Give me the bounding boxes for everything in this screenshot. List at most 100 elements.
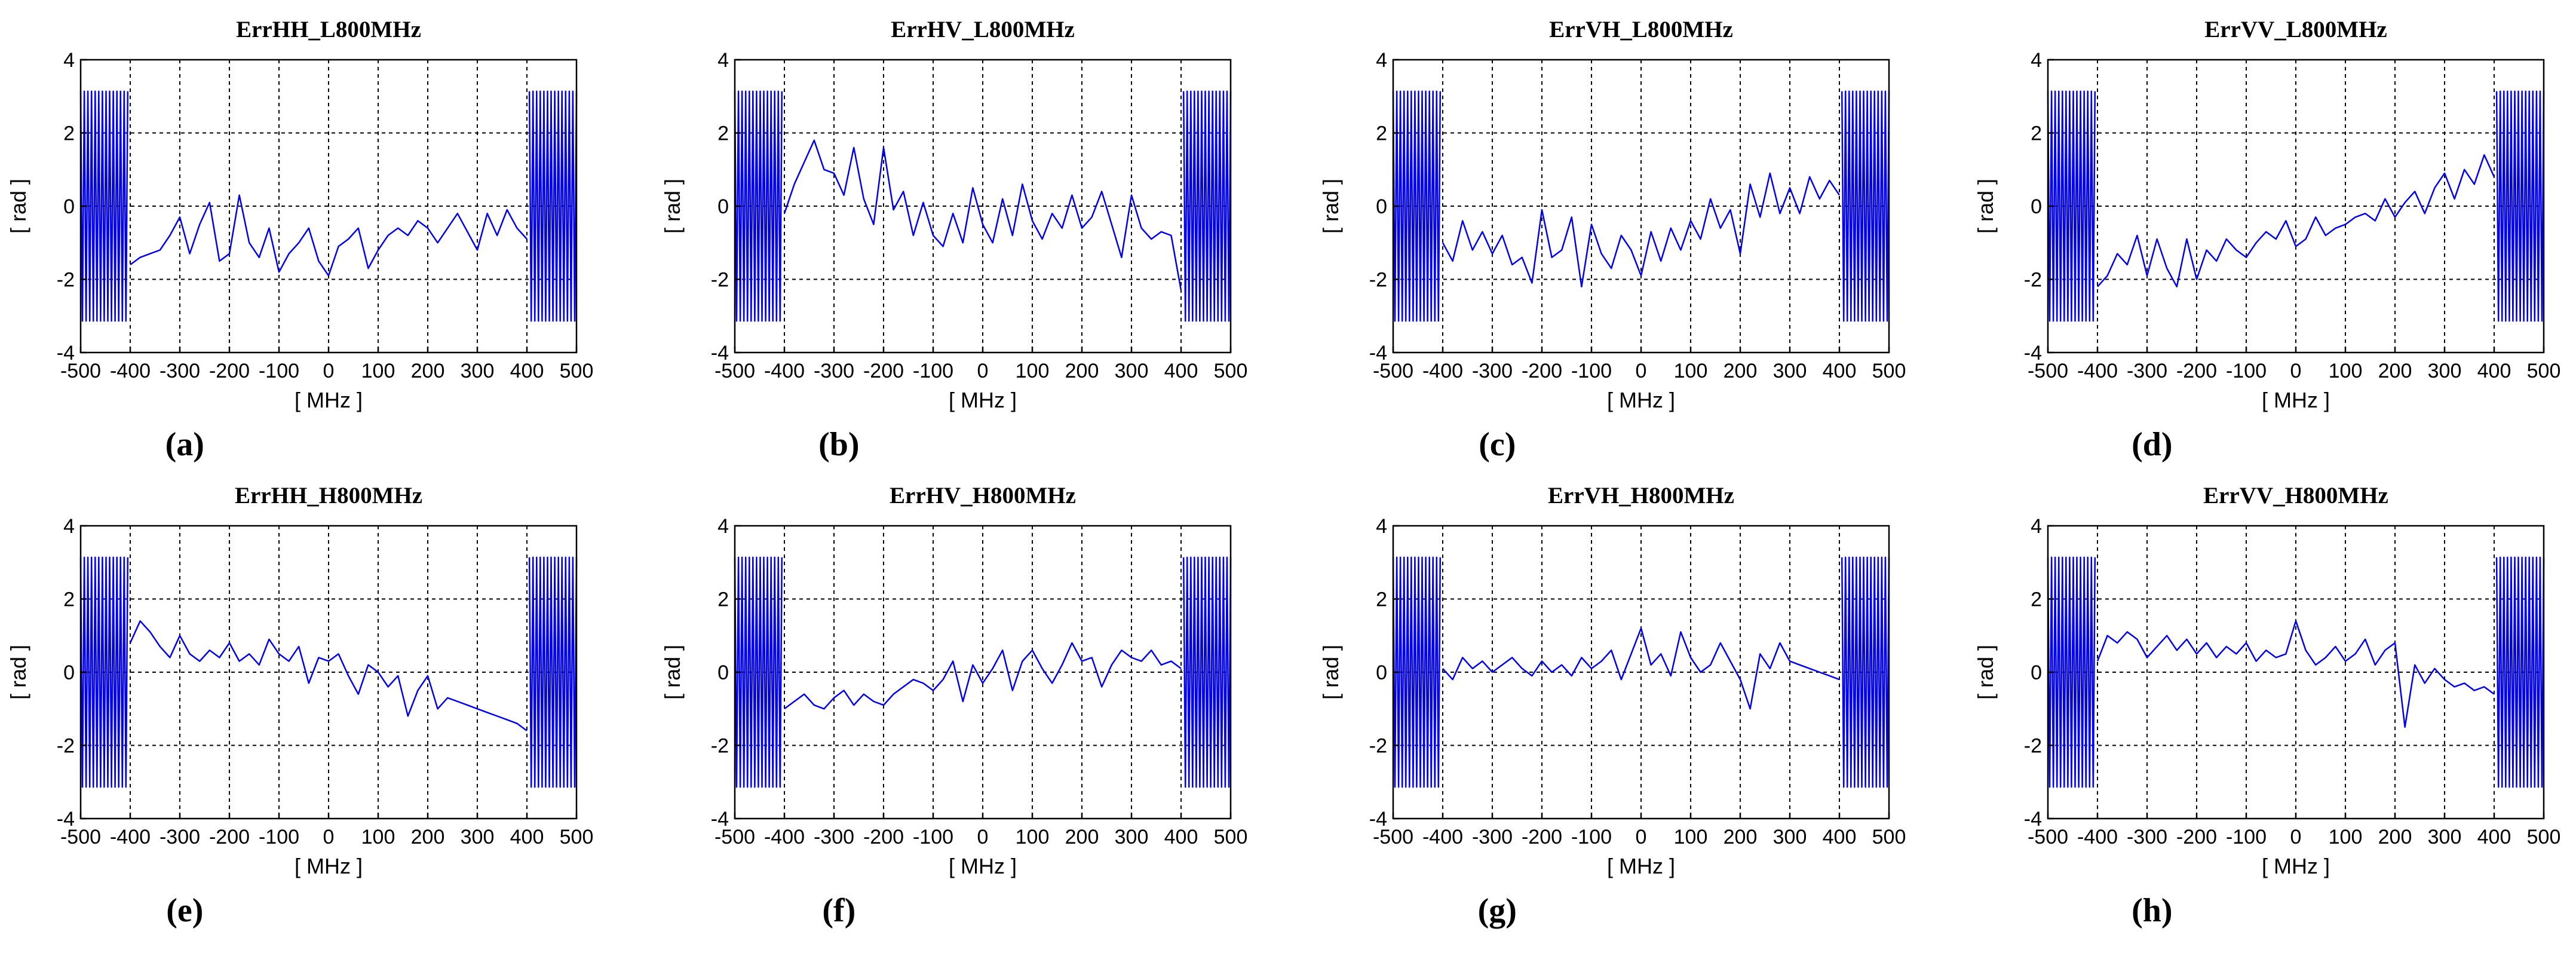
x-tick-label: 400: [510, 826, 544, 848]
x-tick-label: 500: [1214, 826, 1248, 848]
y-tick-label: 2: [2031, 122, 2042, 145]
y-tick-label: 0: [1376, 661, 1387, 684]
x-tick-label: 0: [323, 826, 335, 848]
y-tick-label: 4: [2031, 515, 2042, 538]
y-tick-label: 0: [63, 661, 75, 684]
y-tick-label: -4: [2024, 342, 2042, 364]
chart-title: ErrHV_L800MHz: [891, 17, 1075, 42]
x-axis-label: [ MHz ]: [295, 388, 363, 412]
x-tick-label: -500: [714, 360, 755, 382]
x-tick-label: 500: [560, 826, 594, 848]
x-tick-label: -400: [110, 826, 151, 848]
x-tick-label: 100: [361, 360, 395, 382]
y-tick-label: 2: [1376, 122, 1387, 145]
grid: [735, 60, 1231, 353]
x-tick-label: 200: [1724, 360, 1758, 382]
chart-panel: -500 -400 -300 -200 -100 0 100 200 300 400 500 -4 -2…: [660, 483, 1247, 929]
x-tick-label: -100: [913, 826, 953, 848]
x-tick-label: 0: [2290, 826, 2302, 848]
y-tick-label: 0: [717, 195, 729, 218]
x-tick-label: -200: [2176, 360, 2217, 382]
y-tick-label: 2: [1376, 589, 1387, 611]
chart-title: ErrVH_H800MHz: [1548, 483, 1734, 508]
panel-caption: (b): [818, 426, 859, 463]
y-tick-label: 4: [2031, 49, 2042, 72]
chart-panel: -500 -400 -300 -200 -100 0 100 200 300 400 500 -4 -2…: [1973, 483, 2560, 929]
y-axis-label: [ rad ]: [1318, 645, 1343, 700]
x-tick-label: -400: [1422, 360, 1463, 382]
x-axis-label: [ MHz ]: [1607, 388, 1675, 412]
x-tick-label: 0: [977, 360, 989, 382]
x-tick-label: 400: [510, 360, 544, 382]
y-tick-label: 0: [2031, 195, 2042, 218]
x-tick-label: -300: [1472, 360, 1513, 382]
y-axis-label: [ rad ]: [6, 645, 30, 700]
x-tick-label: -300: [2127, 826, 2167, 848]
x-tick-label: 400: [2477, 360, 2511, 382]
grid: [2048, 60, 2544, 353]
x-tick-label: -200: [209, 360, 250, 382]
y-tick-label: 0: [2031, 661, 2042, 684]
x-tick-label: -200: [863, 826, 904, 848]
x-tick-label: 500: [2527, 360, 2561, 382]
series-line: [734, 556, 1232, 788]
x-tick-label: 200: [2378, 360, 2412, 382]
x-tick-label: 0: [2290, 360, 2302, 382]
x-tick-label: -400: [764, 826, 805, 848]
x-tick-label: -100: [1571, 826, 1612, 848]
chart-title: ErrHH_L800MHz: [236, 17, 421, 42]
series-line: [734, 90, 1232, 322]
panel-caption: (c): [1479, 426, 1516, 463]
y-axis-label: [ rad ]: [660, 179, 685, 234]
x-tick-label: -100: [1571, 360, 1612, 382]
x-tick-label: 100: [1674, 360, 1708, 382]
x-tick-label: 100: [361, 826, 395, 848]
x-tick-label: 0: [323, 360, 335, 382]
x-tick-label: -500: [2028, 360, 2068, 382]
y-tick-label: -4: [57, 342, 75, 364]
chart-panel: -500 -400 -300 -200 -100 0 100 200 300 400 500 -4 -2…: [1973, 17, 2560, 463]
x-tick-label: 300: [461, 826, 495, 848]
x-tick-label: -400: [764, 360, 805, 382]
x-tick-label: 500: [560, 360, 594, 382]
x-tick-label: -200: [1522, 360, 1562, 382]
x-tick-label: 100: [1016, 826, 1050, 848]
y-tick-label: 2: [717, 122, 729, 145]
x-tick-label: -400: [2077, 360, 2118, 382]
y-tick-label: -4: [711, 808, 729, 831]
x-tick-label: 100: [1674, 826, 1708, 848]
y-tick-label: 2: [2031, 589, 2042, 611]
x-tick-label: 0: [1636, 826, 1647, 848]
x-tick-label: 500: [1214, 360, 1248, 382]
y-tick-label: 4: [717, 515, 729, 538]
chart-panel: -500 -400 -300 -200 -100 0 100 200 300 400 500 -4 -2…: [660, 17, 1247, 463]
panel-caption: (d): [2132, 426, 2172, 463]
chart-title: ErrHH_H800MHz: [235, 483, 422, 508]
x-axis-label: [ MHz ]: [1607, 854, 1675, 878]
y-tick-label: -4: [57, 808, 75, 831]
x-tick-label: 400: [1164, 360, 1198, 382]
x-tick-label: -200: [863, 360, 904, 382]
x-tick-label: -200: [2176, 826, 2217, 848]
x-tick-label: 500: [2527, 826, 2561, 848]
x-tick-label: -300: [814, 826, 854, 848]
y-tick-label: 4: [1376, 515, 1387, 538]
chart-title: ErrVV_L800MHz: [2204, 17, 2387, 42]
x-tick-label: 0: [977, 826, 989, 848]
x-tick-label: 200: [1065, 826, 1099, 848]
grid: [81, 526, 576, 819]
x-tick-label: -500: [1373, 826, 1413, 848]
y-axis-label: [ rad ]: [1973, 645, 1998, 700]
grid: [1393, 60, 1889, 353]
y-axis-label: [ rad ]: [6, 179, 30, 234]
x-tick-label: -300: [2127, 360, 2167, 382]
x-tick-label: 400: [1823, 826, 1857, 848]
y-tick-label: -4: [1369, 808, 1387, 831]
y-tick-label: 4: [63, 515, 75, 538]
x-tick-label: -100: [259, 360, 299, 382]
y-tick-label: -2: [1369, 269, 1387, 292]
x-tick-label: 300: [2428, 360, 2462, 382]
x-tick-label: -400: [2077, 826, 2118, 848]
series-line: [2047, 90, 2545, 322]
x-tick-label: 300: [2428, 826, 2462, 848]
